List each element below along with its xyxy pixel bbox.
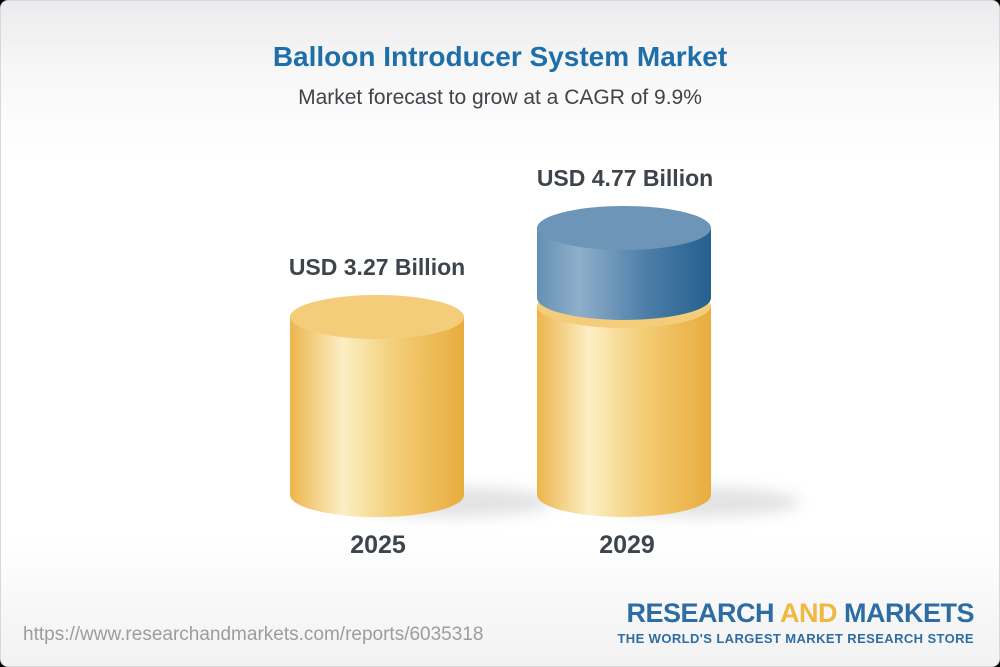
report-url: https://www.researchandmarkets.com/repor… [23, 624, 484, 645]
logo-word-research: RESEARCH [626, 598, 774, 628]
year-label-2025: 2025 [350, 531, 406, 559]
page-title: Balloon Introducer System Market [272, 41, 728, 72]
value-label-2025: USD 3.27 Billion [288, 254, 466, 280]
year-label-2029: 2029 [599, 531, 655, 559]
value-label-2029: USD 4.77 Billion [536, 165, 714, 191]
logo-word-and: AND [779, 598, 838, 628]
researchandmarkets-logo: RESEARCH AND MARKETS THE WORLD'S LARGEST… [617, 598, 974, 646]
logo-tagline: THE WORLD'S LARGEST MARKET RESEARCH STOR… [617, 631, 974, 646]
chart-header: Balloon Introducer System Market Market … [1, 1, 999, 110]
logo-wordmark: RESEARCH AND MARKETS [617, 598, 974, 629]
logo-word-markets: MARKETS [844, 598, 975, 628]
cylinder-2025 [290, 295, 464, 517]
cylinder-2029-growth [537, 206, 711, 320]
chart-subtitle: Market forecast to grow at a CAGR of 9.9… [298, 86, 702, 109]
